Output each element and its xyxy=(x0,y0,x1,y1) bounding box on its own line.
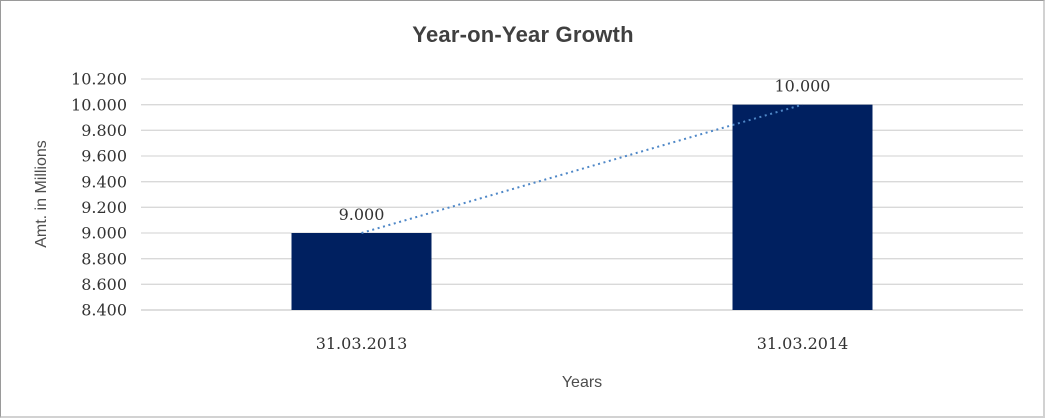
x-axis-title: Years xyxy=(561,374,603,391)
y-tick-label: 10.000 xyxy=(71,95,127,114)
bar-data-label: 10.000 xyxy=(775,77,831,96)
y-tick-label: 9.000 xyxy=(81,224,127,243)
bar-data-label: 9.000 xyxy=(339,205,385,224)
y-tick-label: 9.600 xyxy=(81,147,127,166)
y-tick-label: 8.600 xyxy=(81,275,127,294)
chart-title: Year-on-Year Growth xyxy=(412,22,634,47)
y-tick-label: 8.800 xyxy=(81,249,127,268)
y-tick-label: 9.400 xyxy=(81,172,127,191)
bar xyxy=(291,233,432,310)
x-category-label: 31.03.2014 xyxy=(757,334,849,353)
x-category-label: 31.03.2013 xyxy=(316,334,408,353)
bar xyxy=(732,104,873,311)
trendline xyxy=(361,103,803,234)
y-tick-label: 9.200 xyxy=(81,198,127,217)
y-tick-label: 8.400 xyxy=(81,301,127,320)
y-tick-label: 10.200 xyxy=(71,70,127,89)
y-tick-label: 9.800 xyxy=(81,121,127,140)
